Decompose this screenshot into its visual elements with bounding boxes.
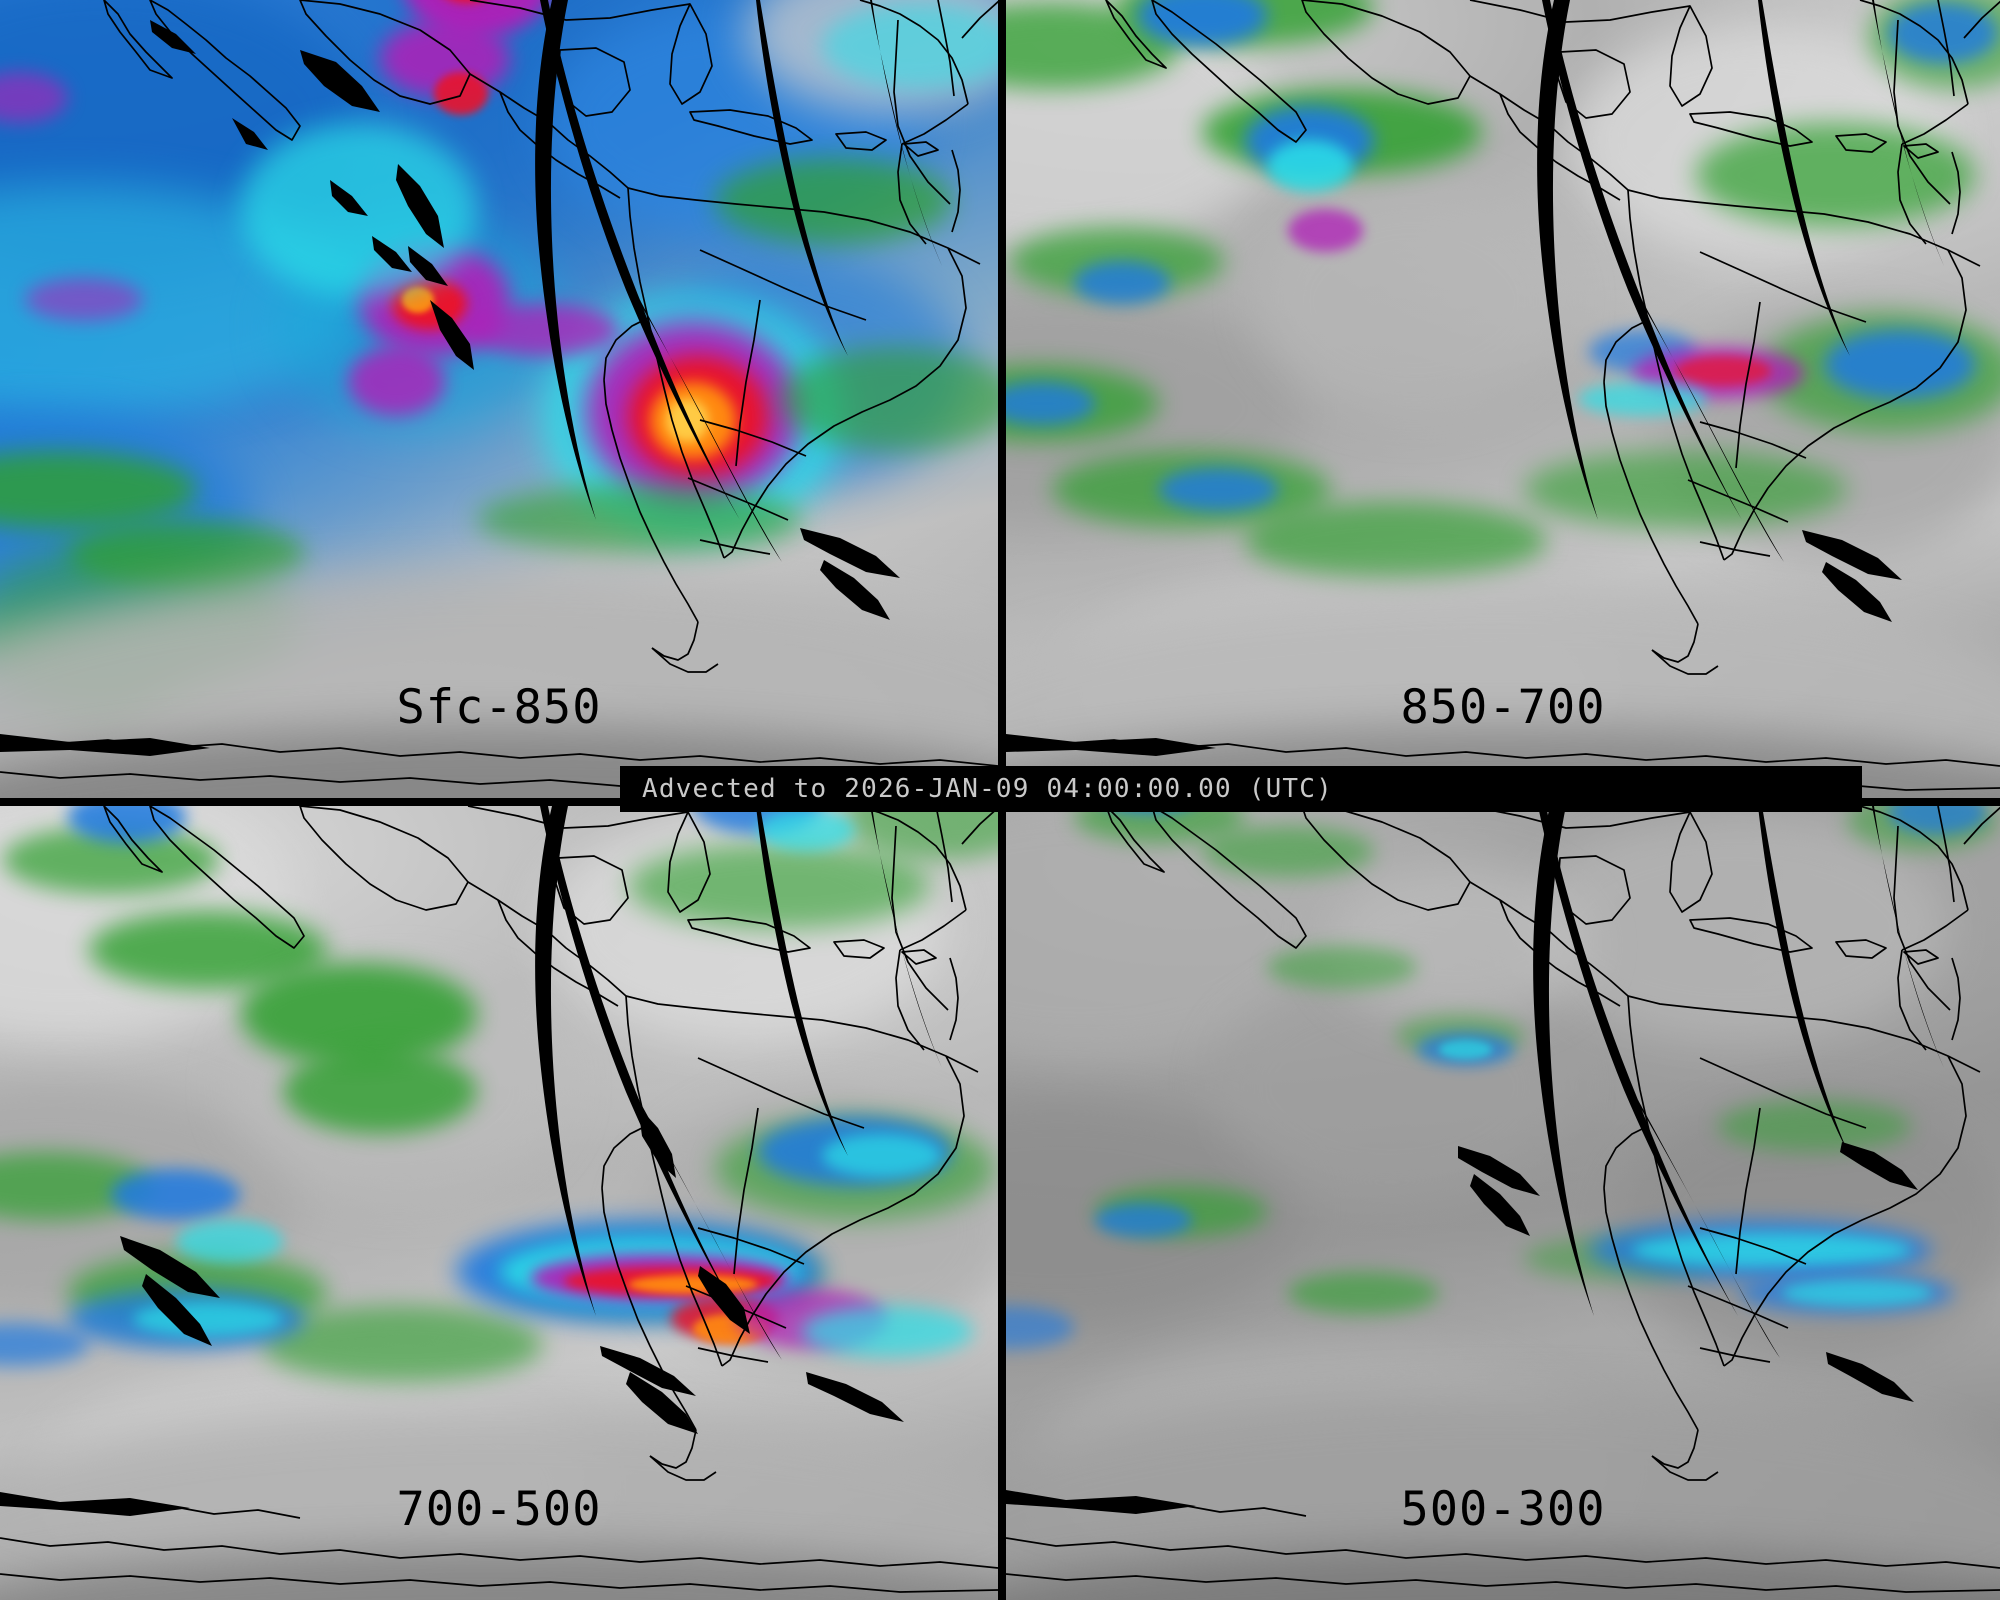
- panel-700-500[interactable]: 700-500: [0, 806, 998, 1600]
- timestamp-banner: Advected to 2026-JAN-09 04:00:00.00 (UTC…: [620, 766, 1862, 812]
- timestamp-text: Advected to 2026-JAN-09 04:00:00.00 (UTC…: [642, 774, 1333, 804]
- panel-500-300[interactable]: 500-300: [1006, 806, 2000, 1600]
- enhancement-overlay: [1006, 0, 2000, 798]
- enhancement-overlay: [1006, 806, 2000, 1600]
- panel-sfc-850[interactable]: Sfc-850: [0, 0, 998, 798]
- enhancement-overlay: [0, 0, 998, 798]
- enhancement-overlay: [0, 806, 998, 1600]
- panel-850-700[interactable]: 850-700: [1006, 0, 2000, 798]
